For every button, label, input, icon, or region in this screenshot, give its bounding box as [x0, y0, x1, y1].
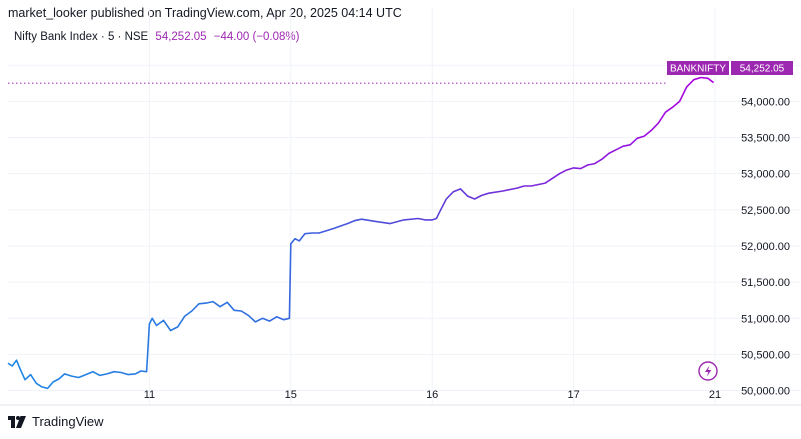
y-tick-label: 50,000.00 [741, 386, 790, 398]
last-price: 54,252.05 [155, 31, 207, 43]
y-tick-label: 51,000.00 [741, 313, 790, 325]
x-tick-label: 16 [426, 389, 438, 401]
x-tick-label: 15 [285, 389, 297, 401]
y-tick-label: 51,500.00 [741, 277, 790, 289]
tradingview-logo-icon [8, 415, 26, 429]
x-tick-label: 21 [709, 389, 721, 401]
y-tick-label: 53,000.00 [741, 169, 790, 181]
y-tick-label: 50,500.00 [741, 349, 790, 361]
symbol-name[interactable]: Nifty Bank Index · 5 · NSE [14, 31, 149, 43]
ticker-tag-bg [667, 61, 729, 75]
publisher-header: market_looker published on TradingView.c… [8, 6, 402, 20]
x-tick-label: 11 [144, 389, 155, 401]
price-change: −44.00 (−0.08%) [213, 31, 300, 43]
x-axis: 11 15 16 17 21 [144, 389, 721, 401]
symbol-legend[interactable]: Nifty Bank Index · 5 · NSE 54,252.05 −44… [14, 31, 299, 43]
y-tick-label: 52,500.00 [741, 205, 790, 217]
price-tag: BANKNIFTY 54,252.05 [667, 61, 793, 75]
y-tick-label: 54,000.00 [741, 96, 790, 108]
y-tick-label: 53,500.00 [741, 133, 790, 145]
price-tag-bg [731, 61, 793, 75]
series-line[interactable] [7, 76, 715, 390]
footer: TradingView [8, 414, 104, 429]
tradingview-brand: TradingView [32, 414, 104, 429]
price-tag-value: 54,252.05 [740, 64, 785, 75]
y-axis: 50,000.00 50,500.00 51,000.00 51,500.00 52,0… [741, 60, 790, 397]
ticker-tag: BANKNIFTY [670, 64, 726, 75]
x-tick-label: 17 [567, 389, 579, 401]
y-tick-label: 52,000.00 [741, 241, 790, 253]
lightning-icon[interactable] [698, 361, 718, 381]
